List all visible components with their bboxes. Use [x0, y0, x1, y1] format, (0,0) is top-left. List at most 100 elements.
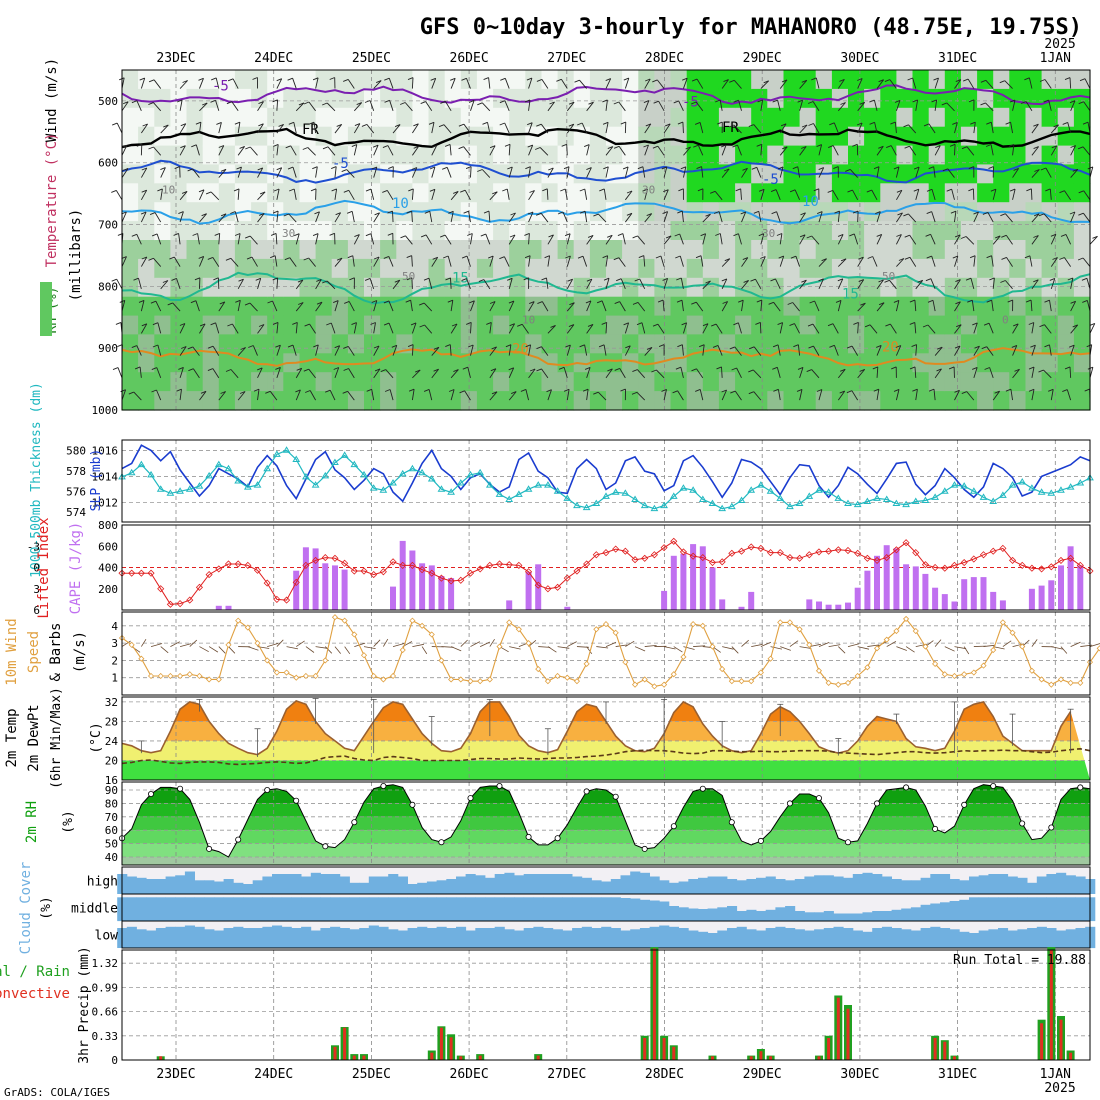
- wind-barb-flag: [941, 102, 947, 106]
- cloud-middle-bar: [1046, 897, 1057, 922]
- cloud-high-bar: [465, 874, 476, 894]
- wind-barb-flag: [423, 277, 430, 281]
- cloud-high-bar: [804, 876, 815, 894]
- wind10m-point: [215, 676, 222, 683]
- wind-barb: [1012, 188, 1016, 200]
- rh-cell: [170, 296, 188, 317]
- wind-barb-flag: [613, 145, 620, 149]
- rh-cell: [299, 334, 317, 354]
- wind10m-point: [554, 672, 561, 680]
- cloud-low-bar: [833, 926, 844, 949]
- wind-barb-flag: [448, 389, 455, 392]
- wind-barb: [351, 211, 355, 223]
- wind-barb-flag: [988, 166, 994, 170]
- rh-cell: [541, 183, 559, 203]
- wind-barb-flag: [461, 278, 467, 282]
- wind-barb: [779, 322, 784, 334]
- wind-barb-flag: [509, 234, 516, 238]
- thickness-point: [331, 458, 339, 466]
- li-point: [408, 561, 416, 569]
- wind10m-barb: [722, 646, 734, 650]
- rh-cell: [347, 258, 365, 279]
- rh-cell: [122, 353, 139, 373]
- rh-cell: [557, 221, 575, 241]
- rh-point: [641, 845, 648, 852]
- rh-cell: [702, 315, 720, 336]
- thickness-ylabel: 1000-500mb Thickness (dm): [29, 382, 44, 578]
- rh-cell: [864, 372, 881, 392]
- wind-barb-flag: [937, 346, 943, 350]
- rh-point: [699, 785, 706, 792]
- cloud-high-bar: [765, 876, 776, 894]
- wind10m-point: [593, 626, 600, 633]
- wind-barb: [1012, 144, 1015, 156]
- wind-barb: [153, 146, 162, 156]
- cloud-high-bar: [281, 874, 292, 894]
- wind-barb-flag: [245, 235, 251, 239]
- wind-barb: [195, 300, 200, 312]
- wind-barb-flag: [419, 324, 425, 328]
- rh-cell: [670, 88, 688, 109]
- wind-barb-flag: [584, 366, 591, 370]
- rh-cell: [896, 126, 914, 147]
- cloud-low-bar: [998, 928, 1009, 948]
- wind-barb-flag: [638, 255, 644, 259]
- wind-barb: [547, 325, 556, 334]
- wind-barb: [947, 168, 955, 178]
- wind-barb: [160, 280, 169, 290]
- li-point: [292, 578, 300, 586]
- rh-cell: [122, 240, 139, 260]
- wind-barb-flag: [817, 211, 823, 215]
- wind-barb: [431, 368, 439, 379]
- wind-barb: [644, 189, 648, 200]
- wind-barb-flag: [1025, 299, 1032, 303]
- wind-barb: [717, 345, 723, 356]
- li-point: [418, 566, 426, 574]
- wind-barb-flag: [587, 323, 594, 327]
- li-tick: -3: [27, 540, 40, 553]
- wind-barb-flag: [793, 344, 799, 348]
- wind-barb: [315, 233, 319, 245]
- isotherm-line: [121, 159, 1091, 184]
- li-ylabel: Lifted Index: [36, 517, 52, 618]
- cloud-high-bar: [1056, 872, 1067, 895]
- rh-cell: [702, 391, 720, 411]
- wind10m-barb: [828, 644, 841, 647]
- thickness-point: [950, 481, 959, 488]
- rh-cell: [783, 183, 801, 203]
- wind-barb: [450, 389, 455, 401]
- wind-barb-flag: [490, 368, 497, 372]
- rh-cell: [1073, 353, 1091, 373]
- wind-barb: [741, 257, 749, 267]
- wind10m-point: [477, 678, 484, 685]
- wind-barb: [160, 124, 169, 134]
- wind10m-barb: [547, 646, 557, 653]
- cape-bar: [564, 606, 571, 610]
- rh-cell: [702, 145, 720, 166]
- wind-barb: [663, 211, 669, 223]
- wind-barb: [353, 102, 363, 112]
- rh-cell: [138, 107, 155, 128]
- isotherm-line: [121, 347, 1091, 367]
- li-point: [147, 569, 155, 577]
- cape-bar: [690, 544, 697, 610]
- wind-barb-flag: [876, 233, 882, 237]
- rh-cell: [170, 183, 188, 203]
- rh-cell: [396, 353, 413, 373]
- rh-cell: [767, 240, 784, 260]
- rh-cell: [202, 221, 220, 241]
- rh-cell: [993, 391, 1010, 411]
- wind-barb: [483, 279, 491, 290]
- wind-barb-flag: [816, 144, 822, 148]
- rh-cell: [718, 391, 736, 411]
- thickness-point: [1057, 486, 1065, 493]
- wind-barb-flag: [424, 210, 430, 214]
- rh-cell: [718, 315, 736, 336]
- rh-cell: [557, 145, 575, 166]
- wind-barb-flag: [325, 389, 331, 393]
- cloud-frame: [121, 866, 1091, 949]
- wind-barb-flag: [585, 300, 592, 304]
- wind-tick: 1: [111, 672, 118, 685]
- rh-cell: [606, 353, 623, 373]
